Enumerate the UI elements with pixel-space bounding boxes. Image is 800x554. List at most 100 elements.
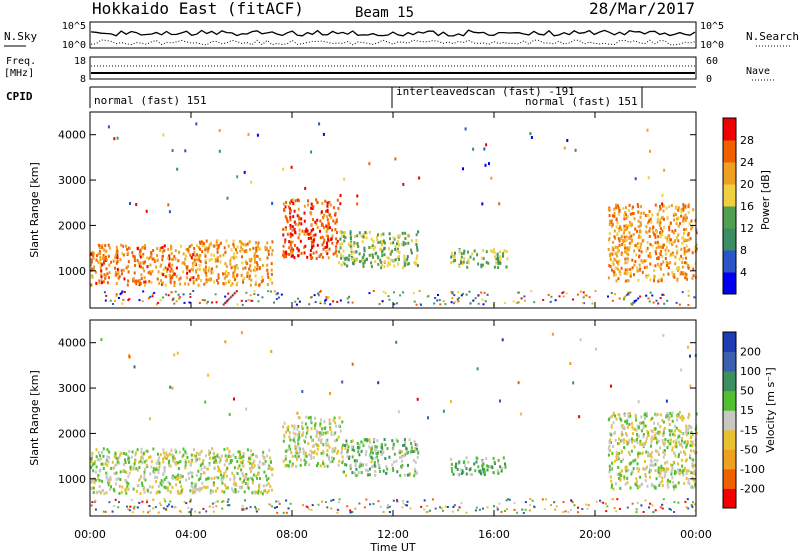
sky-left-tick-bottom: 10^0 — [62, 40, 86, 51]
echo-cell — [208, 449, 211, 453]
echo-cell — [299, 450, 302, 453]
echo-cell — [672, 480, 675, 484]
echo-cell — [380, 260, 383, 264]
echo-cell — [650, 444, 652, 448]
echo-cell — [320, 253, 323, 256]
echo-cell — [121, 252, 124, 255]
echo-cell — [216, 453, 219, 457]
echo-cell — [245, 291, 248, 294]
echo-cell — [495, 261, 498, 265]
echo-cell — [420, 303, 422, 306]
colorbar-tick-label: 28 — [740, 134, 754, 147]
echo-cell — [228, 412, 231, 416]
echo-cell — [317, 444, 320, 448]
echo-cell — [336, 231, 338, 234]
echo-cell — [245, 300, 248, 303]
echo-cell — [561, 292, 564, 295]
echo-cell — [105, 458, 108, 462]
cpid-panel: CPID normal (fast) 151 interleavedscan (… — [6, 85, 696, 108]
echo-cell — [679, 430, 682, 434]
echo-cell — [660, 216, 663, 220]
echo-cell — [423, 499, 426, 502]
echo-cell — [586, 507, 589, 510]
echo-cell — [95, 465, 98, 469]
echo-cell — [315, 198, 318, 202]
echo-cell — [339, 242, 342, 246]
echo-cell — [282, 167, 285, 171]
echo-cell — [282, 227, 285, 231]
echo-cell — [395, 438, 398, 442]
echo-cell — [554, 508, 557, 511]
echo-cell — [439, 506, 441, 509]
echo-cell — [105, 249, 108, 253]
echo-cell — [377, 450, 380, 454]
echo-cell — [571, 501, 574, 504]
echo-cell — [570, 499, 573, 502]
echo-cell — [329, 392, 331, 395]
echo-cell — [336, 508, 339, 511]
echo-cell — [287, 425, 290, 429]
echo-cell — [562, 295, 565, 298]
echo-cell — [456, 298, 459, 301]
echo-cell — [612, 487, 615, 491]
echo-cell — [689, 444, 692, 447]
echo-cell — [362, 444, 365, 448]
echo-cell — [458, 506, 461, 509]
echo-cell — [331, 234, 334, 238]
echo-cell — [257, 472, 260, 476]
echo-cell — [671, 448, 674, 452]
echo-cell — [124, 461, 127, 464]
echo-cell — [236, 274, 238, 277]
echo-cell — [217, 273, 220, 277]
echo-cell — [683, 250, 686, 254]
echo-cell — [114, 498, 117, 501]
echo-cell — [341, 455, 344, 459]
echo-cell — [117, 271, 120, 275]
echo-cell — [168, 254, 171, 258]
echo-cell — [621, 234, 624, 238]
echo-cell — [392, 241, 395, 245]
echo-cell — [293, 440, 296, 444]
echo-cell — [639, 245, 642, 249]
echo-cell — [151, 257, 154, 261]
colorbar-segment — [723, 118, 736, 141]
echo-cell — [224, 301, 227, 304]
echo-cell — [174, 457, 176, 461]
echo-cell — [350, 240, 353, 244]
echo-cell — [160, 272, 163, 276]
echo-cell — [184, 466, 187, 470]
echo-cell — [166, 488, 169, 492]
echo-cell — [192, 268, 194, 272]
echo-cell — [91, 501, 94, 504]
echo-cell — [178, 250, 180, 254]
echo-cell — [347, 258, 350, 262]
echo-cell — [216, 250, 219, 254]
echo-cell — [661, 229, 664, 233]
echo-cell — [376, 451, 379, 455]
echo-cell — [97, 451, 100, 455]
echo-cell — [516, 511, 519, 514]
echo-cell — [173, 272, 176, 276]
echo-cell — [106, 448, 109, 452]
echo-cell — [122, 253, 125, 257]
echo-cell — [380, 445, 383, 449]
echo-cell — [370, 245, 373, 249]
echo-cell — [497, 266, 500, 270]
echo-cell — [635, 508, 638, 511]
echo-cell — [205, 272, 208, 275]
echo-cell — [465, 467, 468, 471]
colorbar-segment — [723, 488, 736, 509]
echo-cell — [351, 471, 354, 475]
echo-cell — [207, 373, 210, 377]
echo-cell — [283, 421, 286, 425]
echo-cell — [614, 251, 617, 255]
echo-cell — [363, 246, 366, 250]
echo-cell — [265, 483, 268, 487]
echo-cell — [681, 265, 684, 269]
echo-cell — [412, 450, 415, 453]
echo-cell — [212, 451, 215, 455]
echo-cell — [450, 261, 453, 265]
echo-cell — [646, 465, 649, 469]
echo-cell — [667, 249, 670, 253]
echo-cell — [651, 463, 654, 467]
